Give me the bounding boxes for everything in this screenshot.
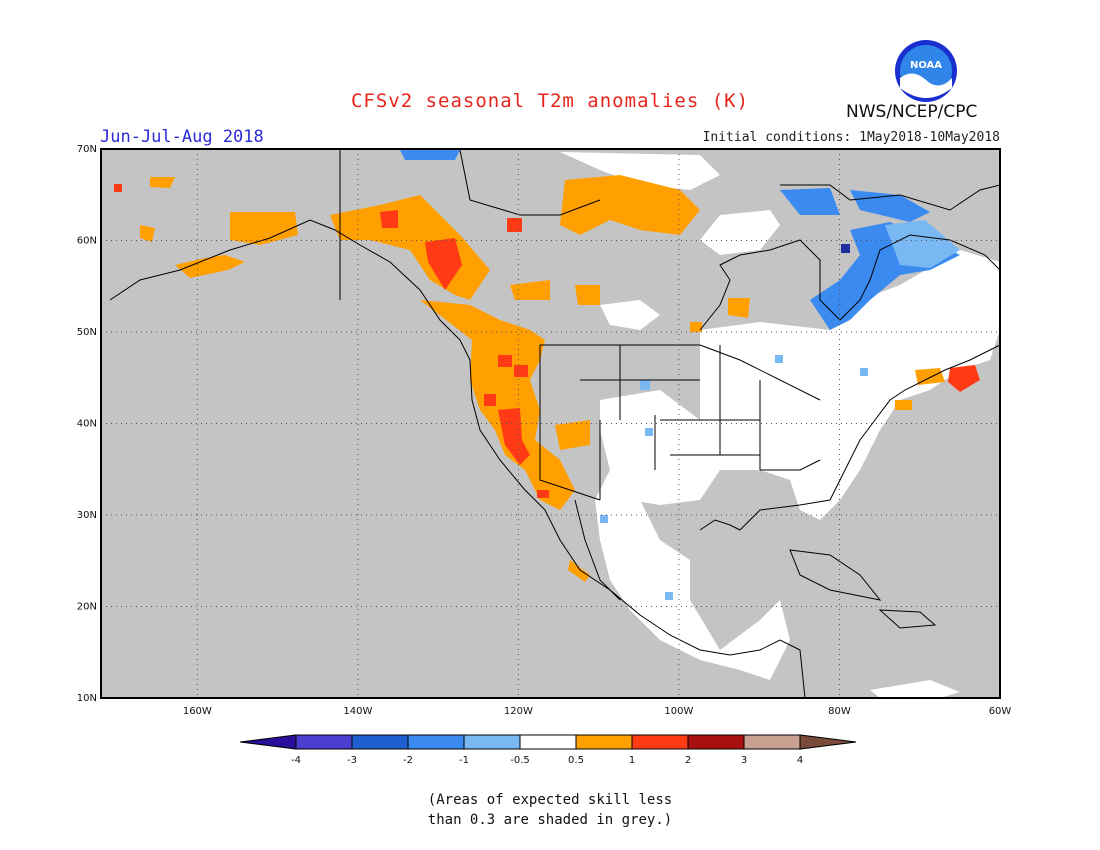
colorbar-body: -4 -3 -2 -1 -0.5 0.5 1 2 3 4 [239,734,857,766]
colorbar-segment [575,734,633,750]
colorbar-label: -1 [459,755,469,766]
noaa-logo: NOAA [895,40,957,102]
colorbar-segment [295,734,353,750]
latitude-label: 40N [77,419,97,430]
colorbar-min-arrow [239,734,297,750]
latitude-label: 20N [77,602,97,613]
skill-note: (Areas of expected skill less than 0.3 a… [427,792,673,828]
logo-text: NOAA [910,60,942,71]
colorbar-label: 4 [797,755,803,766]
colorbar-segment [519,734,577,750]
latitude-label: 30N [77,510,97,521]
colorbar-label: 2 [685,755,691,766]
coastlines [109,149,1001,699]
latitude-label: 60N [77,236,97,247]
chart-title: CFSv2 seasonal T2m anomalies (K) [350,90,750,112]
colorbar-max-arrow [799,734,857,750]
forecast-period: Jun-Jul-Aug 2018 [100,127,264,147]
latitude-label: 10N [77,693,97,704]
latitude-label: 50N [77,327,97,338]
organization-label: NWS/NCEP/CPC [846,102,978,122]
colorbar-segment [351,734,409,750]
colorbar-segment [463,734,521,750]
near-normal-areas [560,152,1000,698]
colorbar-label: 3 [741,755,747,766]
colorbar-label: -0.5 [510,755,530,766]
axis-labels: 70N 60N 50N 40N 30N 20N 10N 160W 140W 120W 100W 80W… [77,144,1012,717]
above-normal-areas [114,175,980,582]
colorbar-label: -3 [347,755,357,766]
map-frame [100,148,1001,699]
colorbar-segment [687,734,745,750]
map-body: 70N 60N 50N 40N 30N 20N 10N 160W 140W 120W 100W 80W… [77,144,1012,717]
colorbar-label: 0.5 [568,755,584,766]
below-normal-areas [400,150,960,600]
colorbar-label: 1 [629,755,635,766]
colorbar-segment [743,734,801,750]
longitude-label: 60W [989,706,1012,717]
longitude-label: 140W [343,706,372,717]
colorbar-label: -2 [403,755,413,766]
longitude-label: 100W [664,706,693,717]
initial-conditions: Initial conditions: 1May2018-10May2018 [702,130,1000,145]
longitude-label: 80W [828,706,851,717]
colorbar-segment [407,734,465,750]
colorbar-label: -4 [291,755,301,766]
longitude-label: 120W [504,706,533,717]
longitude-label: 160W [183,706,212,717]
colorbar-segment [631,734,689,750]
latitude-label: 70N [77,144,97,155]
